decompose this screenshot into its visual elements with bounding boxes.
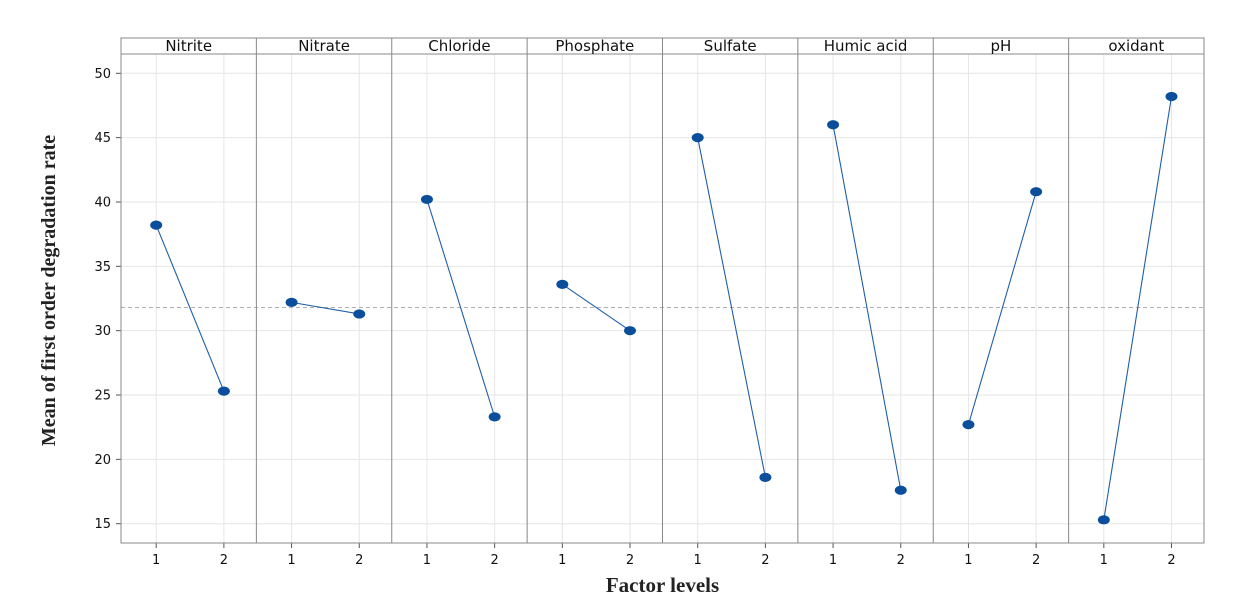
- x-tick-label: 2: [761, 553, 769, 568]
- x-tick-label: 2: [490, 553, 498, 568]
- panel-title-ph: pH: [991, 37, 1012, 55]
- series-line-sulfate: [697, 137, 766, 478]
- data-point-phosphate-level-1: [556, 279, 569, 289]
- panel-title-sulfate: Sulfate: [704, 37, 757, 55]
- x-tick-label: 2: [897, 553, 905, 568]
- x-tick-label: 1: [829, 553, 837, 568]
- y-axis-title: Mean of first order degradation rate: [38, 135, 60, 446]
- series-layer: [150, 91, 1178, 525]
- x-tick-label: 2: [220, 553, 228, 568]
- panel-title-humic-acid: Humic acid: [824, 37, 908, 55]
- x-tick-label: 1: [1100, 553, 1108, 568]
- series-line-nitrate: [291, 301, 360, 315]
- y-tick-label: 20: [94, 453, 111, 468]
- x-axis-title: Factor levels: [606, 573, 719, 597]
- plot-frame: [120, 37, 1205, 544]
- y-tick-label: 35: [94, 260, 111, 275]
- data-point-ph-level-1: [962, 420, 975, 430]
- data-point-chloride-level-1: [420, 194, 433, 205]
- x-tick-label: 1: [964, 553, 972, 568]
- data-point-humic-acid-level-2: [894, 485, 907, 495]
- panel-title-phosphate: Phosphate: [555, 37, 634, 55]
- panel-title-chloride: Chloride: [428, 37, 490, 55]
- data-point-chloride-level-2: [488, 412, 501, 422]
- y-tick-label: 30: [94, 324, 111, 339]
- data-point-phosphate-level-2: [624, 326, 637, 336]
- series-line-oxidant: [1103, 96, 1173, 520]
- x-tick-label: 2: [626, 553, 634, 568]
- y-tick-label: 40: [94, 195, 111, 210]
- data-point-ph-level-2: [1030, 187, 1043, 197]
- data-point-sulfate-level-1: [691, 133, 704, 143]
- data-point-nitrate-level-1: [285, 297, 298, 307]
- series-line-phosphate: [562, 283, 631, 332]
- data-point-oxidant-level-2: [1165, 91, 1178, 102]
- panel-title-oxidant: oxidant: [1108, 37, 1164, 55]
- data-point-nitrite-level-2: [217, 386, 230, 396]
- data-point-oxidant-level-1: [1097, 515, 1110, 525]
- series-line-chloride: [426, 199, 496, 418]
- data-point-nitrite-level-1: [150, 220, 163, 230]
- y-tick-label: 25: [94, 389, 111, 404]
- x-tick-label: 2: [1032, 553, 1040, 568]
- panel-title-nitrate: Nitrate: [298, 37, 350, 55]
- y-tick-label: 45: [94, 131, 111, 146]
- y-tick-label: 50: [94, 67, 111, 82]
- x-tick-label: 1: [423, 553, 431, 568]
- x-tick-label: 1: [152, 553, 160, 568]
- x-tick-label: 1: [287, 553, 295, 568]
- panels-layer: Nitrite Nitrate Chloride Phosphate Sulfate Hu…: [121, 37, 1204, 543]
- x-tick-label: 2: [1167, 553, 1175, 568]
- data-point-humic-acid-level-1: [827, 120, 840, 130]
- x-axis: 1 2 1 2 1 2 1 2 1 2 1 2 1 2 1 2: [152, 543, 1176, 568]
- data-point-sulfate-level-2: [759, 472, 772, 482]
- x-tick-label: 1: [694, 553, 702, 568]
- series-line-nitrite: [155, 224, 225, 392]
- y-axis: 15 20 25 30 35 40 45 50: [94, 67, 121, 532]
- series-line-humic-acid: [832, 124, 902, 491]
- data-point-nitrate-level-2: [353, 309, 366, 319]
- series-line-ph: [967, 191, 1037, 425]
- x-tick-label: 1: [558, 553, 566, 568]
- x-tick-label: 2: [355, 553, 363, 568]
- panel-title-nitrite: Nitrite: [165, 37, 212, 55]
- y-tick-label: 15: [94, 517, 111, 532]
